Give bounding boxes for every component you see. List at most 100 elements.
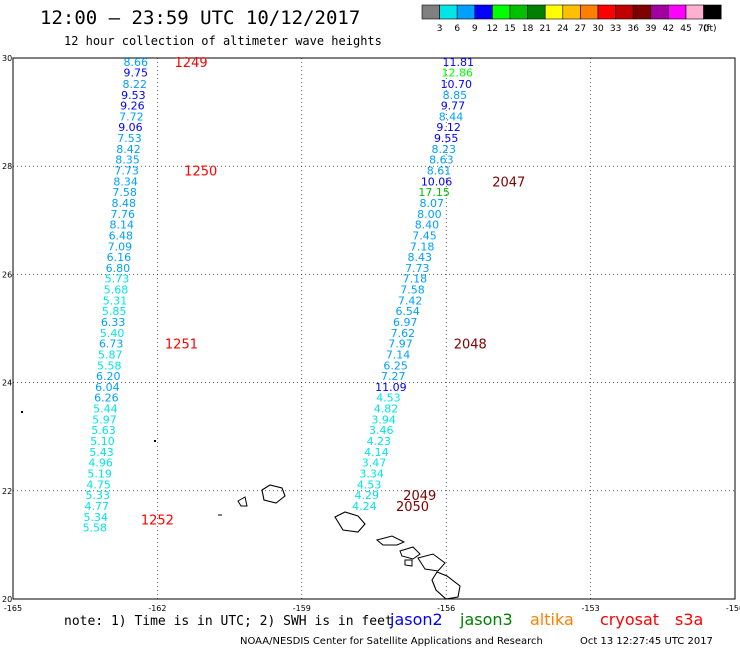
- legend-swatch: [580, 4, 599, 20]
- swh-value: 4.77: [85, 500, 110, 513]
- swh-value: 7.53: [117, 132, 142, 145]
- y-tick-label: 30: [2, 54, 12, 63]
- swh-value: 4.96: [88, 457, 113, 470]
- legend-bin-label: 42: [663, 24, 674, 34]
- swh-value: 7.42: [398, 294, 423, 307]
- color-legend: 3 6 9 12 15 18 21 24 27 30 33 36 39 42 45 70: [421, 4, 722, 34]
- legend-unit: (ft): [703, 24, 717, 34]
- legend-swatch: [439, 4, 458, 20]
- swh-value: 9.75: [123, 67, 148, 80]
- legend-swatch: [544, 4, 564, 20]
- legend-swatch: [685, 4, 704, 20]
- legend-bin-label: 24: [557, 24, 569, 34]
- swh-value: 7.73: [405, 262, 430, 275]
- swh-value: 7.76: [110, 208, 135, 221]
- swh-value: 5.19: [87, 467, 112, 480]
- legend-swatch: [421, 4, 440, 20]
- swh-value: 8.63: [429, 154, 454, 167]
- legend-bin-label: 45: [680, 24, 691, 34]
- swh-value: 8.85: [443, 89, 468, 102]
- swh-value: 4.53: [357, 478, 382, 491]
- swh-value: 7.73: [114, 165, 139, 178]
- legend-swatch: [650, 4, 669, 20]
- swh-value: 6.26: [94, 392, 119, 405]
- pass-time-label: 1249: [175, 56, 208, 71]
- legend-bin-label: 12: [487, 24, 498, 34]
- legend-bin-label: 9: [472, 24, 478, 34]
- mission-label: s3a: [675, 610, 703, 629]
- y-tick-label: 24: [2, 379, 12, 388]
- chart-subtitle: 12 hour collection of altimeter wave hei…: [64, 34, 382, 48]
- swh-value: 5.73: [105, 273, 130, 286]
- legend-swatch: [456, 4, 476, 20]
- swh-value: 4.14: [364, 446, 389, 459]
- swh-value: 5.40: [100, 327, 125, 340]
- pass-time-label: 2050: [396, 500, 429, 515]
- mission-legend: jason2 jason3 altika cryosat s3a: [389, 610, 703, 629]
- pass-time-label: 1250: [184, 165, 217, 180]
- x-tick-label: -159: [293, 604, 311, 613]
- swh-value: 7.58: [112, 186, 137, 199]
- y-tick-label: 28: [2, 162, 12, 171]
- x-tick-label: -162: [148, 604, 166, 613]
- generated-timestamp: Oct 13 12:27:45 UTC 2017: [580, 636, 713, 647]
- mission-label: jason2: [389, 610, 443, 629]
- swh-value: 7.45: [412, 229, 437, 242]
- swh-value: 4.53: [376, 392, 401, 405]
- swh-value: 6.97: [393, 316, 418, 329]
- swh-value: 5.63: [91, 424, 116, 437]
- swh-value: 3.94: [371, 413, 396, 426]
- swh-value: 12.86: [442, 67, 474, 80]
- legend-bin-label: 27: [575, 24, 586, 34]
- legend-swatch: [703, 4, 722, 20]
- legend-swatch: [474, 4, 493, 20]
- swh-value: 11.81: [442, 56, 474, 69]
- legend-swatch: [492, 4, 511, 20]
- swh-value: 4.23: [367, 435, 392, 448]
- legend-bin-label: 36: [627, 24, 639, 34]
- swh-value: 7.27: [381, 370, 406, 383]
- swh-value: 8.44: [439, 110, 464, 123]
- swh-value: 8.66: [123, 56, 148, 69]
- x-tick-label: -150: [726, 604, 740, 613]
- swh-value: 5.87: [98, 348, 123, 361]
- swh-value: 8.07: [420, 197, 445, 210]
- swh-value: 8.43: [407, 251, 432, 264]
- hawaii-coastline: [21, 411, 461, 600]
- swh-value: 8.40: [415, 219, 440, 232]
- swh-value: 10.70: [441, 78, 473, 91]
- plot-area: 8.669.758.229.539.267.729.067.538.428.35…: [12, 56, 736, 600]
- swh-value: 6.16: [107, 251, 132, 264]
- x-tick-label: -156: [437, 604, 455, 613]
- swh-value: 6.54: [395, 305, 420, 318]
- swh-value: 10.06: [421, 175, 453, 188]
- swh-value: 7.58: [400, 284, 425, 297]
- y-tick-label: 20: [2, 595, 12, 604]
- swh-value: 8.00: [417, 208, 442, 221]
- swh-value: 5.10: [90, 435, 115, 448]
- swh-value: 8.61: [427, 165, 452, 178]
- swh-value: 3.34: [359, 467, 384, 480]
- swh-value: 4.75: [86, 478, 111, 491]
- legend-bin-label: 3: [437, 24, 443, 34]
- x-tick-label: -153: [582, 604, 600, 613]
- swh-value: 8.22: [123, 78, 148, 91]
- swh-value: 7.97: [388, 338, 413, 351]
- legend-swatch: [615, 4, 634, 20]
- swh-value: 6.48: [109, 229, 134, 242]
- swh-value: 9.53: [121, 89, 146, 102]
- legend-bin-label: 70: [698, 24, 710, 34]
- pass-time-label: 2047: [492, 175, 525, 190]
- swh-value: 8.48: [111, 197, 136, 210]
- swh-value: 7.18: [403, 273, 428, 286]
- y-tick-label: 26: [2, 270, 12, 279]
- legend-swatch: [509, 4, 528, 20]
- swh-value: 5.68: [104, 284, 129, 297]
- swh-value: 5.33: [85, 489, 110, 502]
- gridlines: [13, 58, 735, 599]
- swh-value: 7.62: [391, 327, 416, 340]
- swh-value: 6.33: [101, 316, 126, 329]
- footnote: note: 1) Time is in UTC; 2) SWH is in fe…: [64, 614, 393, 629]
- swh-value: 3.47: [362, 457, 387, 470]
